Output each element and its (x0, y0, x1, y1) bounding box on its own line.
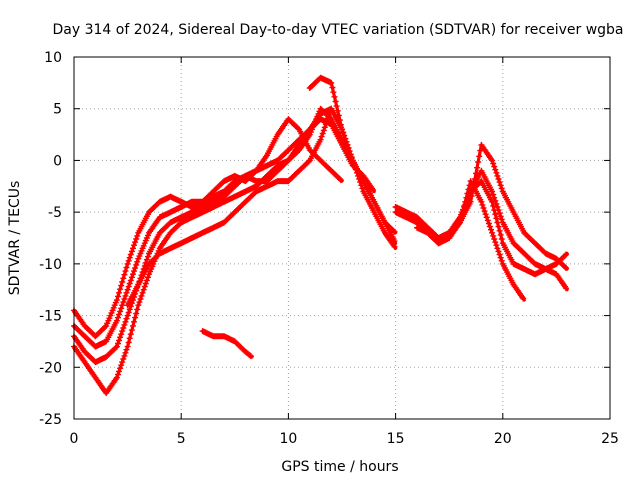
data-points (71, 74, 569, 397)
x-tick-label: 10 (279, 431, 297, 447)
series-markers (306, 74, 398, 250)
x-tick-label: 20 (494, 431, 512, 447)
x-tick-label: 0 (70, 431, 79, 447)
series-markers (199, 328, 254, 360)
y-tick-label: -5 (48, 205, 62, 221)
series-markers (71, 116, 377, 366)
y-tick-label: 10 (44, 50, 62, 66)
axis-ticks: 0 5 10 15 20 25 -25 -20 -15 -10 -5 0 5 10 (39, 50, 619, 447)
series-track-7 (199, 328, 254, 360)
series-track-5 (124, 105, 398, 309)
y-tick-label: -20 (39, 360, 62, 376)
series-trace (126, 107, 398, 307)
series-track-2 (71, 116, 377, 366)
y-tick-label: -25 (39, 412, 62, 428)
x-tick-label: 15 (387, 431, 405, 447)
series-track-8 (392, 141, 569, 271)
y-tick-label: 5 (53, 102, 62, 118)
chart-title: Day 314 of 2024, Sidereal Day-to-day VTE… (52, 22, 623, 38)
y-tick-label: -15 (39, 309, 62, 325)
x-tick-label: 25 (601, 431, 619, 447)
y-axis-label: SDTVAR / TECUs (7, 181, 23, 296)
series-markers (392, 141, 569, 271)
series-track-6 (306, 74, 398, 250)
y-tick-label: 0 (53, 153, 62, 169)
y-tick-label: -10 (39, 257, 62, 273)
x-axis-label: GPS time / hours (281, 459, 398, 475)
x-tick-label: 5 (177, 431, 186, 447)
series-trace (72, 117, 376, 364)
series-markers (456, 178, 569, 278)
series-markers (124, 105, 398, 309)
series-track-11 (456, 178, 569, 278)
plot-frame (73, 56, 611, 420)
